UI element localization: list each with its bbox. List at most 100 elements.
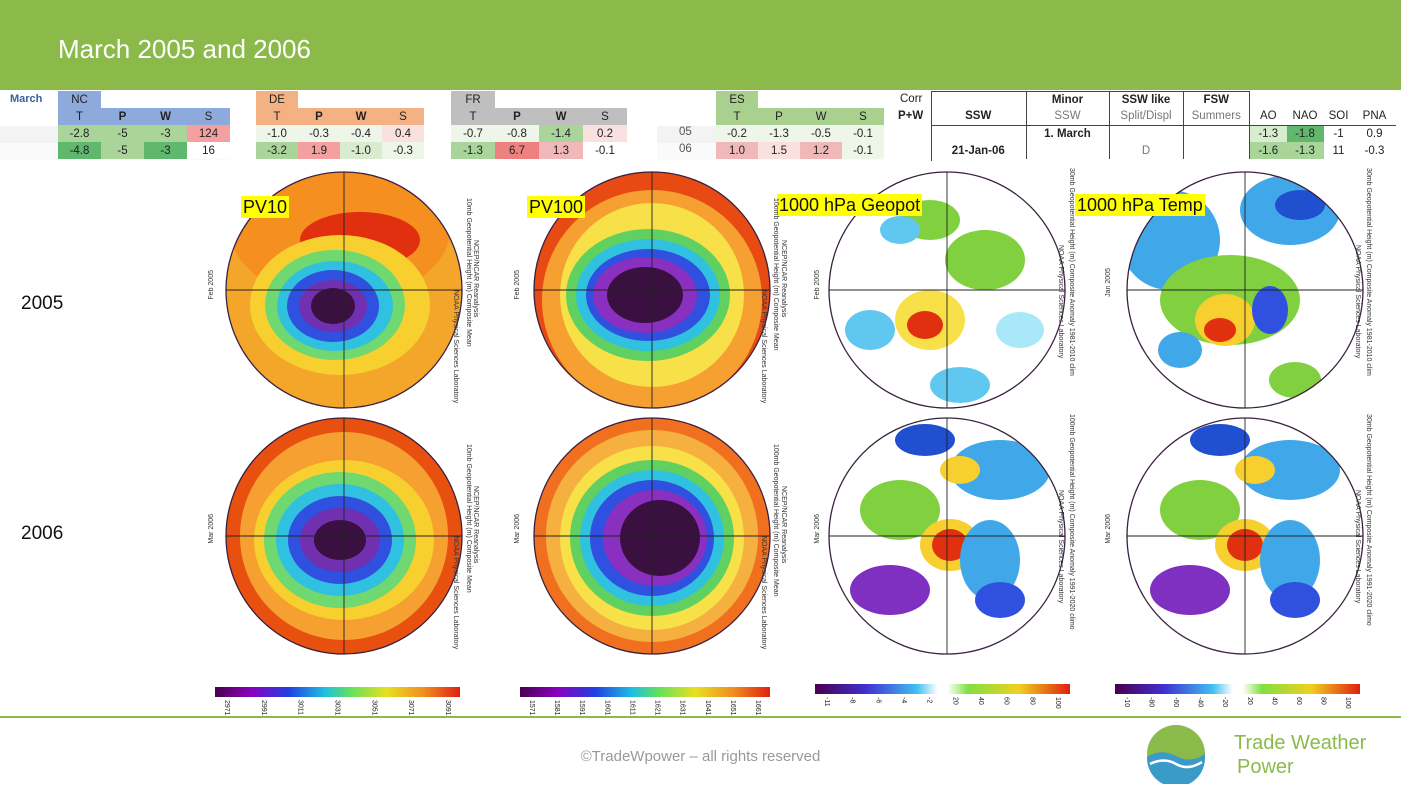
cell: -0.2 bbox=[716, 125, 758, 142]
colorbar-tick: -4 bbox=[900, 697, 907, 704]
index-cell: -1.8 bbox=[1286, 125, 1324, 142]
colorbar-1 bbox=[215, 687, 460, 697]
colorbar-tick: 1571 bbox=[528, 700, 535, 716]
header-bar: March 2005 and 2006 bbox=[0, 0, 1401, 90]
cell: 1.0 bbox=[716, 142, 758, 159]
cell: 1.3 bbox=[539, 142, 583, 159]
colorbar-tick: 1611 bbox=[628, 700, 636, 716]
index-cell: -1.6 bbox=[1249, 142, 1287, 159]
col-header: T bbox=[75, 110, 84, 123]
cell: -0.4 bbox=[340, 125, 382, 142]
cell: -2.8 bbox=[58, 125, 101, 142]
cell: 6.7 bbox=[495, 142, 539, 159]
cell: 1.9 bbox=[298, 142, 340, 159]
cell: -0.1 bbox=[583, 142, 627, 159]
cell: 16 bbox=[187, 142, 230, 159]
ssw-sub: SSW bbox=[1025, 108, 1109, 125]
copyright: ©TradeWpower – all rights reserved bbox=[580, 748, 821, 765]
colorbar-tick: 2971 bbox=[223, 700, 230, 716]
map-lab: NOAA Physical Sciences Laboratory bbox=[452, 536, 459, 650]
col-header: S bbox=[399, 110, 407, 123]
colorbar-2 bbox=[520, 687, 770, 697]
cell: -0.3 bbox=[382, 142, 424, 159]
row-label-2006: 2006 bbox=[21, 523, 64, 544]
colorbar-tick: -2 bbox=[925, 697, 933, 704]
colorbar-tick: 40 bbox=[977, 697, 984, 705]
cell: -1.3 bbox=[758, 125, 800, 142]
brand-line1: Trade Weather bbox=[1234, 732, 1367, 754]
map-date: Mar 2006 bbox=[814, 514, 821, 544]
map-lab: NOAA Physical Sciences Laboratory bbox=[760, 536, 767, 650]
index-cell: 11 bbox=[1332, 144, 1345, 157]
ssw-cell bbox=[1182, 142, 1249, 159]
ssw-cell bbox=[1182, 125, 1249, 142]
map-lab: NOAA Physical Sciences Laboratory bbox=[760, 290, 767, 404]
cell: -0.5 bbox=[800, 125, 842, 142]
col-header: P bbox=[513, 110, 521, 123]
map-side-caption: 10mb Geopotential Height (m) Composite M… bbox=[465, 444, 472, 593]
cell: -0.3 bbox=[298, 125, 340, 142]
region-header: DE bbox=[256, 91, 298, 108]
cell: -1.0 bbox=[340, 142, 382, 159]
ssw-header: SSW like bbox=[1108, 91, 1183, 108]
col-header: P bbox=[775, 110, 783, 123]
map-pv10-2006 bbox=[226, 418, 462, 654]
colorbar-3 bbox=[815, 684, 1070, 694]
colorbar-tick: 1661 bbox=[754, 700, 761, 716]
cell: -1.0 bbox=[256, 125, 298, 142]
colorbar-tick: 3051 bbox=[370, 700, 378, 716]
table-fr: FR T P W S -0.7 -0.8 -1.4 0.2 -1.3 6.7 1.3 -0.1 bbox=[451, 91, 627, 159]
map-title-pv10: PV10 bbox=[241, 196, 290, 218]
corr-label: Corr bbox=[900, 93, 923, 105]
map-pv100-2006 bbox=[534, 418, 770, 654]
colorbar-tick: 1641 bbox=[703, 700, 711, 716]
colorbar-tick: -11 bbox=[823, 697, 830, 707]
colorbar-tick: 40 bbox=[1270, 697, 1278, 705]
index-cell: -1.3 bbox=[1286, 142, 1324, 159]
map-gridlines bbox=[226, 172, 1363, 654]
colorbar-tick: 2991 bbox=[259, 700, 267, 716]
region-header: NC bbox=[58, 91, 101, 108]
col-header: P bbox=[315, 110, 323, 123]
map-date: Mar 2006 bbox=[208, 514, 215, 544]
table-es: ES T P W S -0.2 -1.3 -0.5 -0.1 1.0 1.5 1.2 -0.1 bbox=[716, 91, 884, 159]
cell: 1.2 bbox=[800, 142, 842, 159]
map-lab: NOAA Physical Sciences Laboratory bbox=[1057, 490, 1064, 604]
map-title-temp: 1000 hPa Temp bbox=[1075, 194, 1205, 216]
index-header: SOI bbox=[1328, 110, 1349, 123]
cell: -3 bbox=[144, 142, 187, 159]
ssw-header: Minor bbox=[1025, 91, 1109, 108]
ssw-sub: Summers bbox=[1182, 108, 1249, 125]
colorbar-tick: 60 bbox=[1002, 697, 1010, 705]
cell: 124 bbox=[187, 125, 230, 142]
brand-logo-icon bbox=[1147, 725, 1205, 784]
map-date: Feb 2005 bbox=[208, 270, 215, 300]
table-ssw: Minor SSW like FSW SSW SSW Split/Displ S… bbox=[931, 91, 1249, 159]
colorbar-tick: 60 bbox=[1294, 697, 1302, 705]
cell: 0.4 bbox=[382, 125, 424, 142]
map-date: Jan 2005 bbox=[1105, 268, 1112, 297]
map-lab: NOAA Physical Sciences Laboratory bbox=[1057, 245, 1064, 359]
cell: -5 bbox=[101, 125, 144, 142]
index-cell: -0.3 bbox=[1364, 144, 1385, 157]
map-reanalysis: NCEP/NCAR Reanalysis bbox=[780, 486, 787, 564]
map-date: Feb 2005 bbox=[814, 270, 821, 300]
ssw-sub: Split/Displ bbox=[1108, 108, 1183, 125]
colorbar-tick: -6 bbox=[874, 697, 882, 704]
cell: -0.1 bbox=[842, 142, 884, 159]
map-geopot-2006 bbox=[829, 418, 1065, 654]
ssw-cell: D bbox=[1108, 142, 1183, 159]
cell: -1.4 bbox=[539, 125, 583, 142]
map-date: Feb 2005 bbox=[514, 270, 521, 300]
colorbar-tick: 3091 bbox=[444, 700, 451, 716]
map-side-caption: 30mb Geopotential Height (m) Composite A… bbox=[1068, 168, 1075, 376]
region-header: ES bbox=[716, 91, 758, 108]
year-06: 06 bbox=[679, 143, 692, 155]
col-header: W bbox=[815, 110, 827, 123]
cell: -0.8 bbox=[495, 125, 539, 142]
colorbar-tick: 20 bbox=[1245, 697, 1253, 705]
col-header: S bbox=[859, 110, 867, 123]
index-cell: -1 bbox=[1333, 127, 1344, 140]
